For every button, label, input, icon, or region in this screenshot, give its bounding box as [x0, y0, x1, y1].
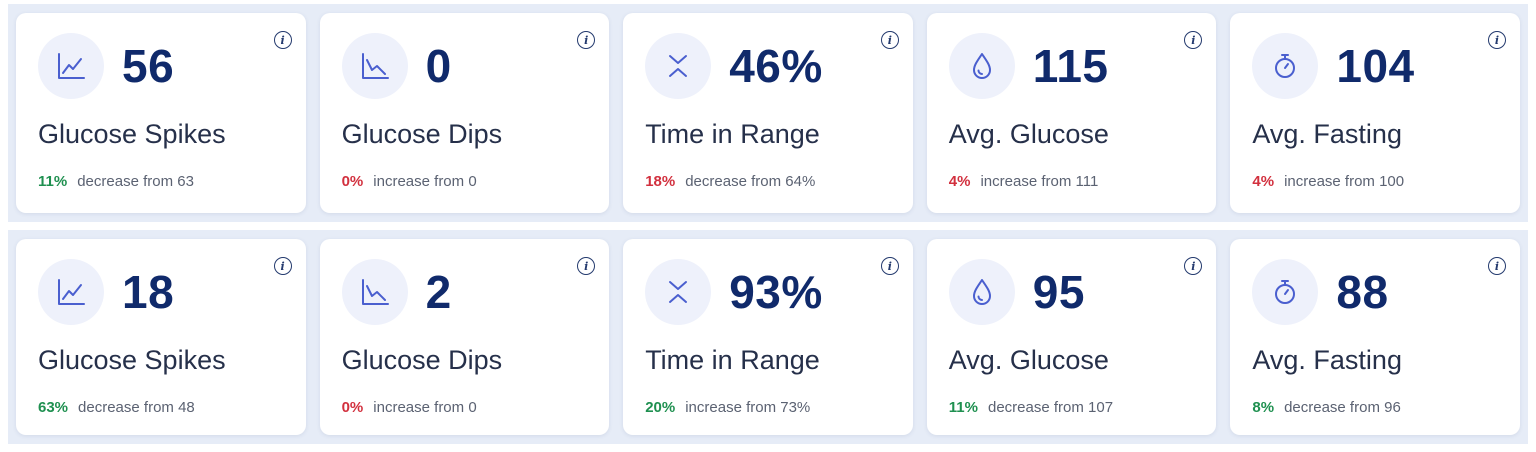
stat-label: Avg. Fasting [1252, 345, 1402, 375]
stat-value: 88 [1336, 266, 1389, 318]
stat-card-time-in-range: 46% i Time in Range 18% decrease from 64% [623, 13, 913, 213]
stats-row-previous: 18 i Glucose Spikes 63% decrease from 48 … [8, 230, 1528, 444]
stat-label: Glucose Dips [341, 119, 503, 149]
info-icon[interactable]: i [273, 257, 292, 275]
range-chevrons-icon [645, 259, 712, 325]
range-chevrons-icon [645, 33, 712, 99]
stat-label: Avg. Glucose [948, 345, 1109, 375]
stats-row-current: 56 i Glucose Spikes 11% decrease from 63 … [8, 4, 1528, 222]
stat-change: 11% decrease from 63 [38, 174, 194, 189]
info-icon[interactable]: i [1184, 257, 1203, 275]
line-chart-down-icon [341, 33, 408, 99]
stat-value: 95 [1032, 266, 1085, 318]
change-percent: 0% [341, 173, 364, 190]
stat-label: Glucose Spikes [38, 119, 226, 149]
change-percent: 18% [645, 173, 676, 190]
info-icon[interactable]: i [880, 31, 899, 49]
change-percent: 11% [38, 173, 68, 190]
droplet-icon [948, 33, 1015, 99]
stat-label: Avg. Glucose [948, 119, 1109, 149]
stat-value: 104 [1336, 40, 1415, 92]
stat-value: 0 [425, 40, 452, 92]
change-percent: 20% [645, 399, 676, 416]
stat-card-glucose-spikes: 18 i Glucose Spikes 63% decrease from 48 [16, 239, 306, 435]
change-percent: 4% [948, 173, 971, 190]
stat-label: Time in Range [645, 345, 820, 375]
stat-label: Glucose Spikes [38, 345, 226, 375]
stopwatch-icon [1252, 259, 1319, 325]
change-description: increase from 73% [685, 399, 811, 416]
change-percent: 63% [38, 399, 69, 416]
stat-change: 0% increase from 0 [342, 400, 477, 415]
info-icon[interactable]: i [1487, 31, 1506, 49]
stat-value: 18 [122, 266, 175, 318]
stat-card-glucose-dips: 0 i Glucose Dips 0% increase from 0 [319, 13, 610, 213]
info-icon[interactable]: i [577, 31, 596, 49]
stat-card-glucose-dips: 2 i Glucose Dips 0% increase from 0 [319, 239, 610, 435]
change-percent: 8% [1252, 399, 1275, 416]
stat-label: Avg. Fasting [1252, 119, 1402, 149]
stat-value: 56 [122, 40, 175, 92]
stat-change: 18% decrease from 64% [645, 174, 815, 189]
stat-change: 4% increase from 111 [949, 174, 1099, 189]
stat-change: 20% increase from 73% [645, 400, 810, 415]
stat-change: 8% decrease from 96 [1252, 400, 1400, 415]
stat-card-time-in-range: 93% i Time in Range 20% increase from 73% [623, 239, 913, 435]
stat-card-avg-fasting: 88 i Avg. Fasting 8% decrease from 96 [1230, 239, 1520, 435]
change-description: decrease from 107 [987, 399, 1114, 416]
stat-label: Glucose Dips [341, 345, 503, 375]
stat-value: 46% [729, 40, 823, 92]
line-chart-up-icon [38, 33, 104, 99]
info-icon[interactable]: i [577, 257, 596, 275]
info-icon[interactable]: i [1487, 257, 1506, 275]
stat-value: 2 [425, 266, 452, 318]
change-description: increase from 100 [1284, 173, 1405, 190]
stat-card-avg-glucose: 115 i Avg. Glucose 4% increase from 111 [926, 13, 1217, 213]
change-percent: 11% [948, 399, 978, 416]
line-chart-down-icon [341, 259, 408, 325]
change-description: increase from 0 [373, 399, 477, 416]
stat-change: 0% increase from 0 [342, 174, 477, 189]
stat-change: 4% increase from 100 [1252, 174, 1404, 189]
change-percent: 4% [1252, 173, 1275, 190]
change-percent: 0% [341, 399, 364, 416]
stat-value: 115 [1032, 40, 1109, 92]
change-description: decrease from 63 [77, 173, 194, 190]
stat-card-glucose-spikes: 56 i Glucose Spikes 11% decrease from 63 [16, 13, 306, 213]
change-description: decrease from 64% [685, 173, 816, 190]
stat-value: 93% [729, 266, 823, 318]
line-chart-up-icon [38, 259, 104, 325]
droplet-icon [948, 259, 1015, 325]
info-icon[interactable]: i [1184, 31, 1203, 49]
stat-change: 63% decrease from 48 [38, 400, 195, 415]
stat-card-avg-fasting: 104 i Avg. Fasting 4% increase from 100 [1230, 13, 1520, 213]
stat-card-avg-glucose: 95 i Avg. Glucose 11% decrease from 107 [926, 239, 1217, 435]
stat-change: 11% decrease from 107 [949, 400, 1113, 415]
change-description: decrease from 48 [78, 399, 195, 416]
stopwatch-icon [1252, 33, 1319, 99]
info-icon[interactable]: i [880, 257, 899, 275]
change-description: increase from 0 [373, 173, 477, 190]
change-description: increase from 111 [980, 173, 1099, 190]
info-icon[interactable]: i [273, 31, 292, 49]
stat-label: Time in Range [645, 119, 820, 149]
change-description: decrease from 96 [1284, 399, 1401, 416]
